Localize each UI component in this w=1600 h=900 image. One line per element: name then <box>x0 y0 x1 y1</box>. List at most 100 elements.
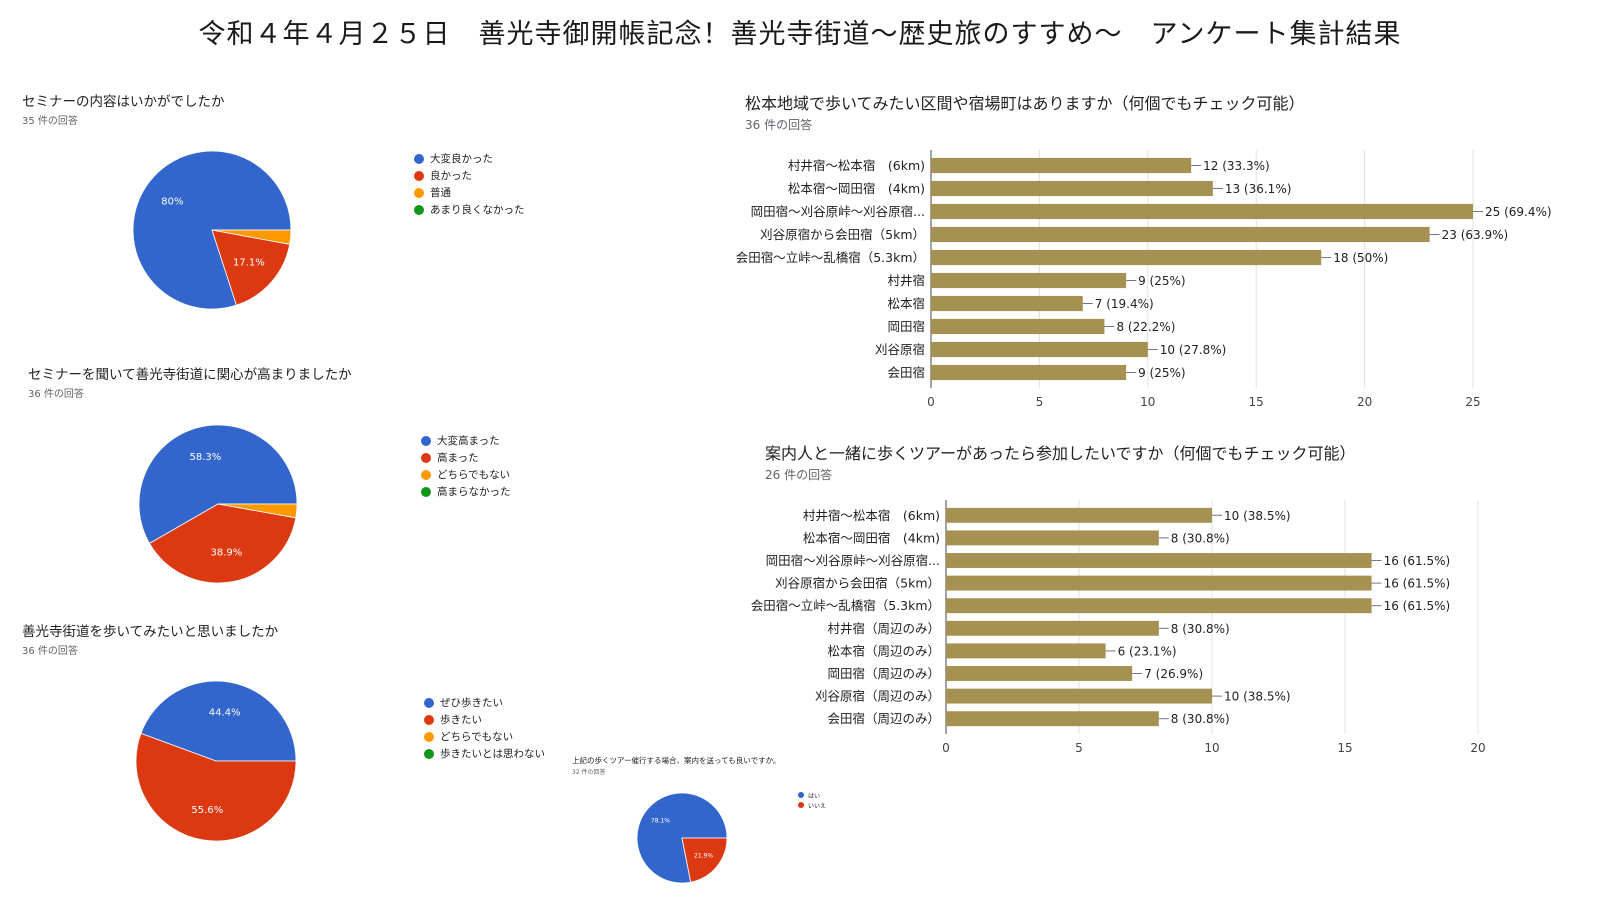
bar1-chart: 0 5 10 15 20 25 村井宿～松本宿 (6km) 12 (33.3%) 松本宿～岡田宿… <box>736 150 1552 409</box>
legend-dot-icon <box>421 486 431 497</box>
pie1-legend-item: 普通 <box>414 184 525 201</box>
pie1-legend-label: 普通 <box>430 187 451 199</box>
bar1-tick-label: 0 <box>927 395 935 409</box>
bar2-value-label: 10 (38.5%) <box>1224 509 1291 523</box>
bar2-category-label: 刈谷原宿（周辺のみ） <box>815 689 940 704</box>
bar2-bar-0 <box>946 507 1212 523</box>
bar1-bar-5 <box>931 272 1127 289</box>
bar1-bar-0 <box>931 157 1192 174</box>
pie3-count: 36 件の回答 <box>22 646 78 657</box>
pie3-label-0: 44.4% <box>209 707 241 718</box>
pie2-title: セミナーを聞いて善光寺街道に関心が高まりましたか <box>28 367 352 383</box>
legend-dot-icon <box>414 187 424 198</box>
pie2-count: 36 件の回答 <box>28 389 84 400</box>
pie1-chart: 80% 17.1% <box>132 150 292 310</box>
bar2-value-label: 16 (61.5%) <box>1384 554 1451 568</box>
legend-dot-icon <box>414 153 424 164</box>
bar2-value-label: 16 (61.5%) <box>1384 577 1451 591</box>
pie3-chart: 44.4% 55.6% <box>135 680 297 842</box>
bar2-category-label: 岡田宿～刈谷原峠～刈谷原宿... <box>766 553 940 568</box>
pie2-legend-label: 大変高まった <box>437 435 500 447</box>
bar1-count: 36 件の回答 <box>745 118 813 132</box>
pie3-slice-1 <box>135 732 297 842</box>
pie1-label-0: 80% <box>161 197 183 208</box>
pie1-count: 35 件の回答 <box>22 116 78 127</box>
bar2-bar-2 <box>946 553 1372 568</box>
bar1-category-label: 会田宿 <box>887 365 925 380</box>
pie3-legend-item: 歩きたいとは思わない <box>424 745 545 762</box>
legend-dot-icon <box>421 435 431 446</box>
bar1-value-label: 23 (63.9%) <box>1442 228 1509 242</box>
pie2-slice-2 <box>217 503 298 519</box>
pie4-legend-label: いいえ <box>808 802 827 810</box>
bar2-chart: 0 5 10 15 20 村井宿～松本宿 (6km) 10 (38.5%) 松本宿～岡田宿 (… <box>751 500 1486 755</box>
pie2-slice-0 <box>138 424 298 544</box>
bar1-tick-label: 20 <box>1357 395 1372 409</box>
bar1-bar-9 <box>931 364 1127 381</box>
bar2-value-label: 6 (23.1%) <box>1118 644 1177 658</box>
pie3-legend-item: 歩きたい <box>424 711 545 728</box>
bar1-value-label: 8 (22.2%) <box>1116 320 1175 334</box>
bar1-category-label: 松本宿～岡田宿 (4km) <box>788 181 925 196</box>
bar1-tick-label: 25 <box>1465 395 1480 409</box>
legend-dot-icon <box>798 792 804 798</box>
pie2-legend-item: 高まらなかった <box>421 483 511 500</box>
bar1-bar-4 <box>931 249 1322 266</box>
pie4-label-0: 78.1% <box>651 817 670 824</box>
bar2-bar-4 <box>946 598 1372 614</box>
bar2-value-label: 8 (30.8%) <box>1171 531 1230 545</box>
pie4-legend: はい いいえ <box>798 790 826 810</box>
pie2-label-0: 58.3% <box>189 452 221 463</box>
bar1-value-label: 13 (36.1%) <box>1225 182 1292 196</box>
bar1-value-label: 7 (19.4%) <box>1095 297 1154 311</box>
pie3-legend-label: ぜひ歩きたい <box>440 697 503 709</box>
pie3-legend-item: どちらでもない <box>424 728 545 745</box>
bar1-bar-1 <box>931 180 1213 197</box>
legend-dot-icon <box>798 802 804 808</box>
pie4-legend-label: はい <box>808 792 821 800</box>
pie1-slice-1 <box>211 229 291 306</box>
bar1-value-label: 25 (69.4%) <box>1485 205 1552 219</box>
pie1-slice-2 <box>211 229 292 245</box>
bar1-tick-label: 10 <box>1140 395 1155 409</box>
pie3-legend-label: 歩きたいとは思わない <box>440 748 545 760</box>
bar2-value-label: 16 (61.5%) <box>1384 599 1451 613</box>
bar1-value-label: 12 (33.3%) <box>1203 159 1270 173</box>
pie4-legend-item: はい <box>798 790 826 800</box>
legend-dot-icon <box>421 452 431 463</box>
bar2-category-label: 松本宿（周辺のみ） <box>827 643 940 658</box>
pie3-legend-label: 歩きたい <box>440 714 482 726</box>
bar2-category-label: 村井宿～松本宿 (6km) <box>803 508 940 523</box>
bar1-bar-8 <box>931 341 1148 358</box>
bar2-value-label: 7 (26.9%) <box>1144 667 1203 681</box>
bar1-category-label: 村井宿～松本宿 (6km) <box>788 158 925 173</box>
bar2-bar-6 <box>946 643 1106 659</box>
bar1-value-label: 9 (25%) <box>1138 366 1185 380</box>
bar1-category-label: 刈谷原宿から会田宿（5km） <box>760 227 925 242</box>
bar2-tick-label: 0 <box>942 741 950 755</box>
bar1-category-label: 松本宿 <box>887 296 925 311</box>
pie2-legend-label: 高まらなかった <box>437 486 511 498</box>
bar2-value-label: 10 (38.5%) <box>1224 690 1291 704</box>
bar1-value-label: 10 (27.8%) <box>1160 343 1227 357</box>
bar2-title: 案内人と一緒に歩くツアーがあったら参加したいですか（何個でもチェック可能） <box>765 444 1356 463</box>
pie2-legend-label: どちらでもない <box>437 469 511 481</box>
page-title: 令和４年４月２５日 善光寺御開帳記念！善光寺街道～歴史旅のすすめ～ アンケート集… <box>198 19 1402 50</box>
pie2-legend: 大変高まった 高まった どちらでもない 高まらなかった <box>421 432 511 500</box>
pie1-label-1: 17.1% <box>233 258 265 269</box>
bar1-category-label: 岡田宿 <box>887 319 925 334</box>
pie2-slice-1 <box>148 503 297 584</box>
bar2-tick-label: 20 <box>1470 741 1485 755</box>
bar2-count: 26 件の回答 <box>765 468 833 482</box>
pie3-label-1: 55.6% <box>191 805 223 816</box>
legend-dot-icon <box>424 731 434 742</box>
bar2-category-label: 村井宿（周辺のみ） <box>827 621 940 636</box>
pie1-legend-label: あまり良くなかった <box>430 204 525 216</box>
pie4-count: 32 件の回答 <box>572 769 606 776</box>
bar2-category-label: 松本宿～岡田宿 (4km) <box>803 530 940 545</box>
legend-dot-icon <box>424 697 434 708</box>
bar2-tick-label: 5 <box>1075 741 1083 755</box>
bar2-bar-3 <box>946 575 1372 591</box>
pie3-legend-label: どちらでもない <box>440 731 514 743</box>
bar2-value-label: 8 (30.8%) <box>1171 712 1230 726</box>
